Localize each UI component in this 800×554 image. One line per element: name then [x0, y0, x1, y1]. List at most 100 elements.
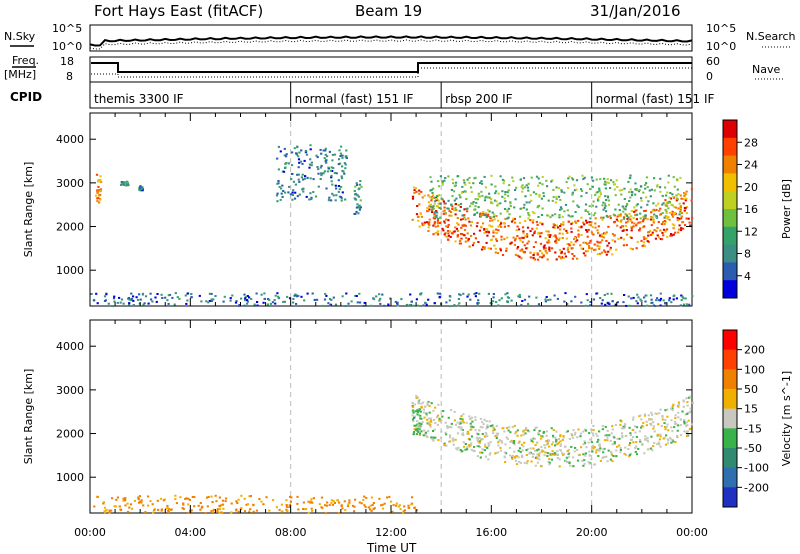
data-pixel: [636, 293, 639, 296]
data-pixel: [594, 248, 597, 251]
data-pixel: [425, 412, 428, 415]
data-pixel: [609, 439, 612, 442]
data-pixel: [353, 197, 356, 200]
data-pixel: [638, 189, 641, 191]
data-pixel: [564, 292, 567, 295]
data-pixel: [442, 213, 445, 215]
data-pixel: [616, 220, 620, 222]
data-pixel: [659, 297, 663, 300]
data-pixel: [285, 499, 288, 502]
data-pixel: [344, 198, 347, 201]
data-pixel: [174, 498, 177, 501]
data-pixel: [535, 175, 539, 178]
data-pixel: [582, 464, 585, 467]
data-pixel: [436, 195, 439, 198]
y-tick-label: 2000: [56, 428, 84, 441]
data-pixel: [453, 419, 456, 422]
data-pixel: [407, 504, 410, 507]
data-pixel: [457, 204, 460, 207]
data-pixel: [453, 230, 456, 233]
data-pixel: [492, 215, 496, 218]
data-pixel: [329, 169, 332, 172]
data-pixel: [690, 199, 693, 202]
data-pixel: [550, 180, 553, 183]
data-pixel: [437, 225, 440, 228]
data-pixel: [360, 185, 363, 188]
data-pixel: [555, 440, 558, 443]
data-pixel: [558, 216, 561, 219]
data-pixel: [124, 504, 127, 507]
data-pixel: [96, 495, 99, 498]
data-pixel: [411, 409, 414, 412]
data-pixel: [552, 441, 555, 444]
data-pixel: [282, 300, 285, 303]
data-pixel: [531, 440, 535, 443]
data-pixel: [294, 293, 297, 296]
cpid-segment-label: normal (fast) 151 IF: [596, 92, 715, 106]
data-pixel: [529, 438, 533, 441]
data-pixel: [536, 206, 539, 209]
data-pixel: [495, 432, 498, 435]
data-pixel: [478, 292, 481, 295]
data-pixel: [653, 209, 656, 212]
data-pixel: [507, 216, 510, 219]
data-pixel: [619, 423, 622, 426]
data-pixel: [586, 230, 589, 233]
data-pixel: [494, 247, 497, 250]
data-pixel: [95, 194, 98, 197]
data-pixel: [513, 217, 516, 220]
data-pixel: [126, 183, 129, 186]
data-pixel: [277, 180, 280, 182]
data-pixel: [523, 251, 526, 254]
data-pixel: [214, 295, 217, 297]
data-pixel: [147, 495, 150, 498]
data-pixel: [316, 298, 319, 301]
data-pixel: [408, 304, 411, 307]
data-pixel: [341, 295, 344, 298]
data-pixel: [514, 432, 517, 435]
data-pixel: [489, 452, 492, 455]
data-pixel: [332, 500, 335, 503]
data-pixel: [480, 182, 484, 185]
data-pixel: [597, 232, 600, 234]
data-pixel: [236, 502, 239, 504]
data-pixel: [283, 300, 286, 303]
data-pixel: [659, 213, 662, 216]
data-pixel: [665, 215, 669, 218]
colorbar-title: Velocity [m s^-1]: [780, 371, 793, 466]
data-pixel: [662, 437, 665, 440]
freq-trace: [91, 62, 692, 73]
data-pixel: [423, 221, 426, 224]
data-pixel: [594, 212, 597, 215]
data-pixel: [481, 246, 485, 249]
data-pixel: [291, 172, 294, 175]
data-pixel: [629, 442, 632, 445]
data-pixel: [567, 250, 570, 253]
data-pixel: [113, 505, 116, 508]
data-pixel: [548, 445, 551, 448]
data-pixel: [669, 234, 672, 237]
data-pixel: [573, 237, 576, 239]
data-pixel: [623, 198, 626, 200]
data-pixel: [568, 244, 571, 247]
data-pixel: [456, 217, 459, 219]
data-pixel: [613, 436, 616, 439]
x-tick-label: 12:00: [375, 526, 407, 539]
data-pixel: [513, 243, 516, 246]
data-pixel: [545, 179, 548, 182]
data-pixel: [246, 295, 249, 297]
data-pixel: [667, 207, 670, 210]
data-pixel: [477, 241, 480, 243]
data-pixel: [435, 205, 439, 208]
data-pixel: [647, 200, 650, 203]
data-pixel: [576, 449, 579, 451]
data-pixel: [157, 508, 160, 511]
data-pixel: [541, 256, 544, 259]
data-pixel: [472, 426, 475, 429]
data-pixel: [606, 436, 609, 439]
data-pixel: [528, 452, 531, 455]
data-pixel: [363, 504, 366, 507]
data-pixel: [683, 430, 686, 433]
data-pixel: [443, 233, 446, 236]
data-pixel: [212, 298, 215, 301]
